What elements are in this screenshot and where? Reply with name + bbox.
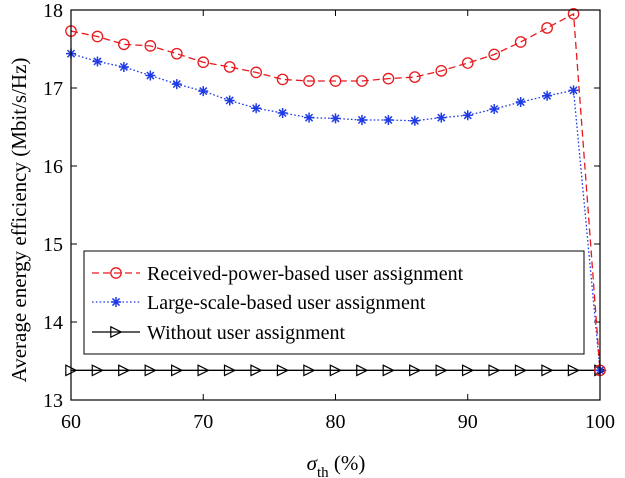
legend-marker bbox=[111, 297, 121, 307]
legend-entry-2: Large-scale-based user assignment bbox=[92, 292, 426, 314]
data-point bbox=[541, 364, 554, 377]
data-point bbox=[145, 70, 156, 81]
x-tick-labels: 60 70 80 90 100 bbox=[61, 411, 615, 433]
y-tick-label: 16 bbox=[43, 156, 63, 178]
data-point bbox=[250, 66, 262, 79]
data-point bbox=[304, 112, 315, 123]
data-point bbox=[383, 114, 394, 125]
data-point bbox=[408, 71, 421, 83]
y-tick-label: 17 bbox=[43, 78, 63, 100]
data-point bbox=[542, 90, 553, 101]
x-tick-label: 90 bbox=[458, 411, 478, 433]
series-line bbox=[70, 12, 601, 371]
data-point bbox=[461, 57, 474, 69]
data-point bbox=[541, 22, 553, 34]
data-point bbox=[356, 114, 367, 125]
data-point bbox=[330, 113, 341, 124]
data-point bbox=[356, 75, 368, 87]
legend-box bbox=[83, 250, 585, 355]
data-point bbox=[356, 364, 369, 377]
data-point bbox=[462, 110, 473, 121]
data-point bbox=[251, 103, 262, 114]
data-point bbox=[567, 364, 581, 377]
data-point bbox=[144, 364, 157, 377]
data-point bbox=[488, 364, 501, 377]
data-point bbox=[515, 97, 526, 108]
data-point bbox=[488, 48, 501, 61]
series-1 bbox=[65, 8, 606, 377]
data-point bbox=[409, 364, 422, 377]
data-point bbox=[224, 95, 235, 106]
y-tick-label: 15 bbox=[43, 234, 63, 256]
data-point bbox=[303, 75, 315, 87]
data-point bbox=[276, 364, 290, 377]
data-point bbox=[277, 107, 288, 118]
y-tick-labels: 13 14 15 16 17 18 bbox=[43, 0, 63, 412]
plot-frame bbox=[70, 9, 601, 401]
data-point bbox=[514, 364, 528, 377]
data-point bbox=[409, 115, 420, 126]
x-tick-label: 60 bbox=[61, 411, 81, 433]
x-axis-symbol: σ bbox=[307, 451, 319, 475]
data-point bbox=[223, 61, 236, 73]
data-point bbox=[197, 56, 210, 69]
data-point bbox=[171, 364, 184, 377]
data-point bbox=[382, 364, 395, 377]
data-point bbox=[329, 364, 343, 377]
data-point bbox=[92, 56, 103, 67]
legend-entry-1: Received-power-based user assignment bbox=[92, 263, 464, 285]
data-point bbox=[435, 64, 448, 77]
y-tick-label: 13 bbox=[43, 390, 63, 412]
y-axis-label: Average energy efficiency (Mbit/s/Hz) bbox=[7, 58, 31, 383]
data-point bbox=[435, 364, 448, 377]
x-axis-label: σth (%) bbox=[307, 451, 366, 478]
data-point bbox=[276, 73, 289, 86]
x-axis-unit: (%) bbox=[329, 451, 366, 475]
data-point bbox=[568, 85, 579, 96]
legend-marker bbox=[110, 325, 123, 339]
x-tick-label: 70 bbox=[193, 411, 213, 433]
legend-entry-3: Without user assignment bbox=[92, 322, 346, 344]
y-tick-label: 14 bbox=[43, 312, 63, 334]
data-point bbox=[144, 40, 157, 52]
data-point bbox=[514, 36, 527, 48]
data-point bbox=[382, 72, 395, 85]
data-point bbox=[223, 364, 237, 377]
data-point bbox=[170, 47, 183, 60]
legend-marker bbox=[110, 267, 122, 279]
x-tick-label: 100 bbox=[585, 411, 615, 433]
data-point bbox=[461, 364, 475, 377]
data-point bbox=[303, 364, 316, 377]
y-tick-label: 18 bbox=[43, 0, 63, 22]
legend-entries: Received-power-based user assignment Larg… bbox=[92, 263, 464, 344]
data-point bbox=[198, 86, 209, 97]
legend-label: Without user assignment bbox=[147, 322, 346, 344]
data-point bbox=[118, 61, 129, 72]
legend-label: Large-scale-based user assignment bbox=[147, 292, 426, 314]
data-point bbox=[91, 364, 104, 377]
data-point bbox=[567, 8, 580, 20]
data-point bbox=[250, 364, 263, 377]
series-line bbox=[70, 53, 601, 371]
legend-label: Received-power-based user assignment bbox=[147, 263, 464, 285]
data-point bbox=[436, 112, 447, 123]
data-point bbox=[118, 364, 131, 377]
data-point bbox=[118, 38, 130, 51]
x-axis-subscript: th bbox=[317, 465, 329, 478]
legend: Received-power-based user assignment Larg… bbox=[83, 250, 585, 355]
data-point bbox=[91, 30, 104, 43]
data-point bbox=[171, 79, 182, 90]
data-point bbox=[489, 104, 500, 115]
x-tick-label: 80 bbox=[326, 411, 346, 433]
data-point bbox=[329, 75, 342, 87]
data-point bbox=[197, 364, 210, 377]
